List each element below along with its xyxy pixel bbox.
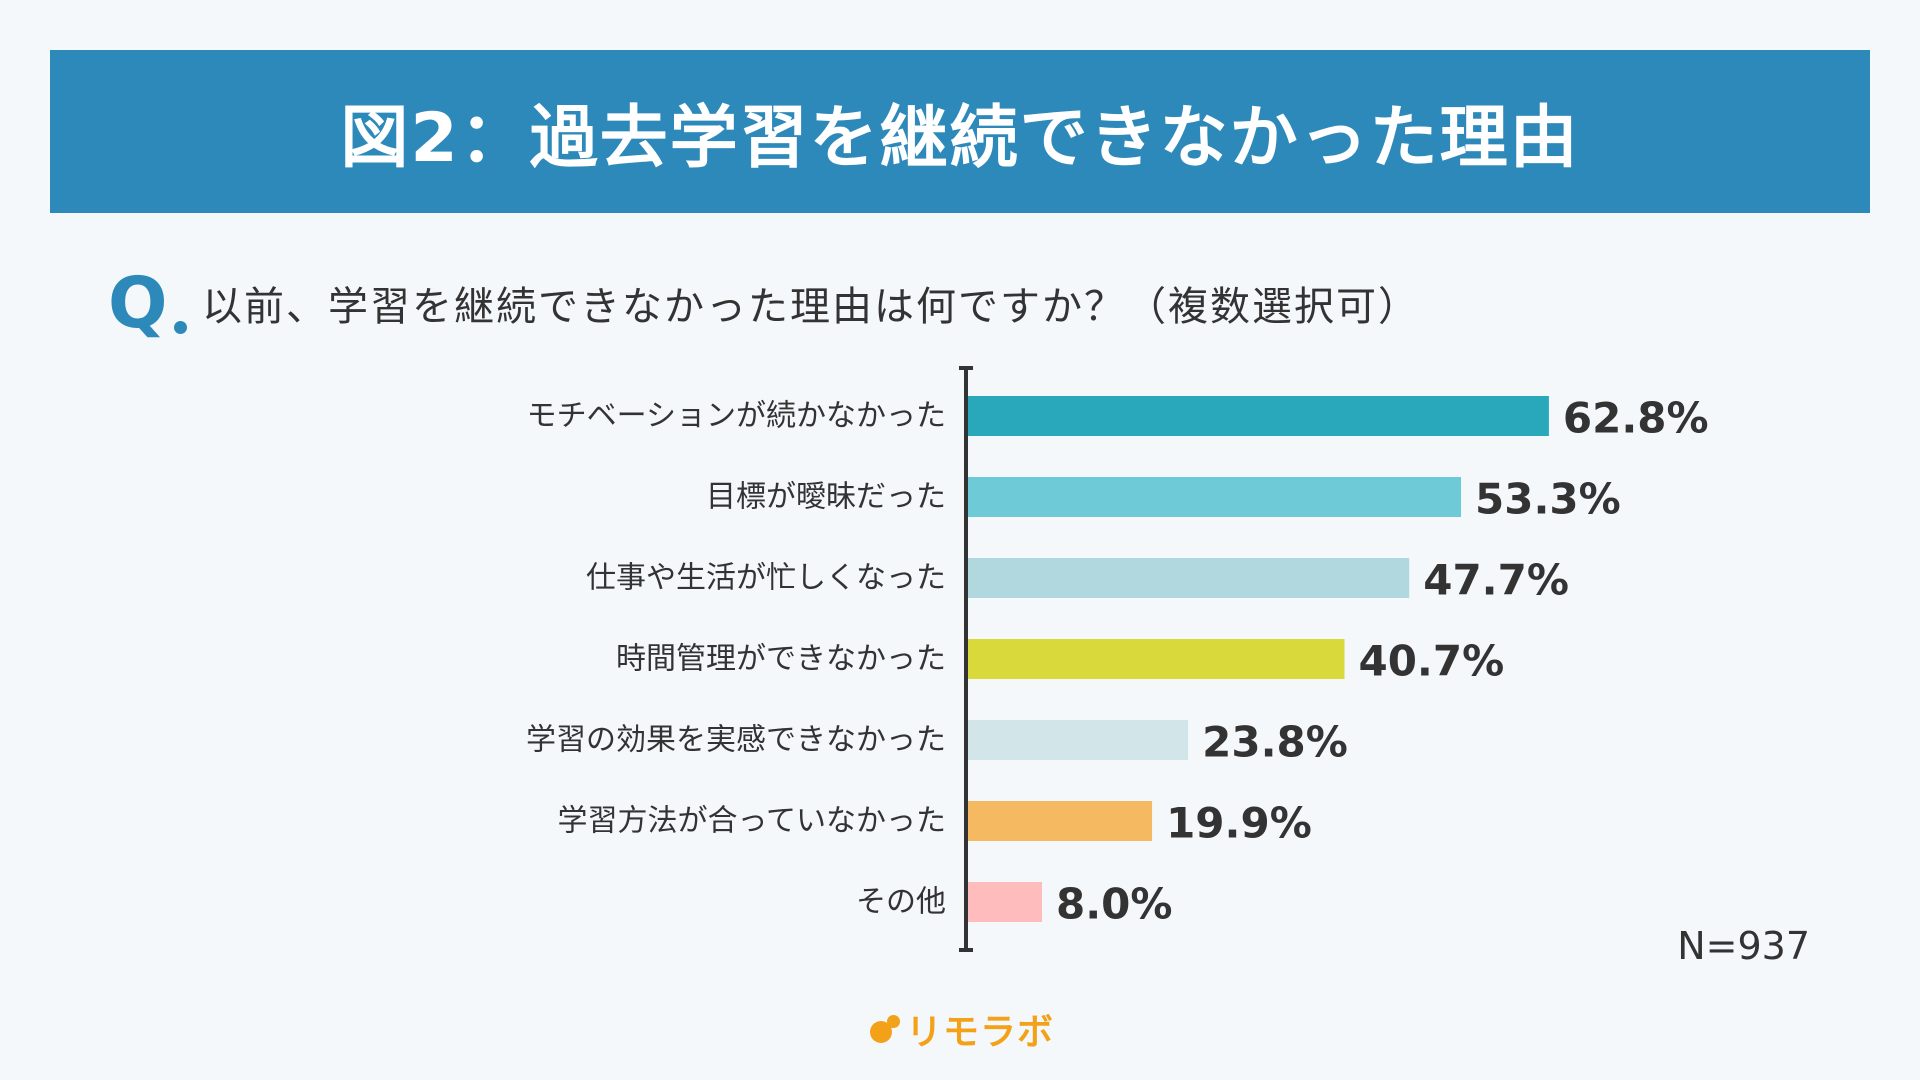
value-label-6: 19.9%	[1166, 799, 1312, 848]
value-label-7: 8.0%	[1056, 880, 1172, 929]
logo-dots-icon	[870, 1013, 900, 1045]
value-label-3: 47.7%	[1423, 556, 1569, 605]
value-label-4: 40.7%	[1358, 637, 1504, 686]
q-mark-letter: Q	[108, 262, 168, 344]
value-label-5: 23.8%	[1202, 718, 1348, 767]
title-banner: 図2：過去学習を継続できなかった理由	[50, 50, 1870, 213]
question-text: 以前、学習を継続できなかった理由は何ですか？（複数選択可）	[202, 284, 1420, 330]
logo-text: リモラボ	[906, 1012, 1055, 1053]
category-label-3: 仕事や生活が忙しくなった	[586, 561, 946, 596]
bar-7	[968, 882, 1042, 922]
bar-5	[968, 720, 1189, 760]
category-label-1: モチベーションが続かなかった	[527, 399, 946, 434]
category-label-5: 学習の効果を実感できなかった	[526, 723, 946, 758]
bar-3	[968, 558, 1410, 598]
sample-size-label: N=937	[1677, 924, 1810, 968]
category-label-7: その他	[856, 885, 946, 920]
q-mark-icon: Q	[108, 268, 188, 338]
value-label-2: 53.3%	[1475, 475, 1621, 524]
category-label-2: 目標が曖昧だった	[706, 480, 946, 515]
bar-6	[968, 801, 1153, 841]
question-row: Q 以前、学習を継続できなかった理由は何ですか？（複数選択可）	[108, 268, 1420, 338]
q-dot-icon	[174, 321, 187, 334]
category-label-6: 学習方法が合っていなかった	[558, 804, 947, 839]
logo: リモラボ	[870, 1005, 1054, 1053]
value-label-1: 62.8%	[1563, 394, 1709, 443]
bar-4	[968, 639, 1345, 679]
category-label-4: 時間管理ができなかった	[616, 642, 946, 677]
page-title: 図2：過去学習を継続できなかった理由	[340, 99, 1580, 178]
bar-1	[968, 396, 1549, 436]
bar-2	[968, 477, 1462, 517]
